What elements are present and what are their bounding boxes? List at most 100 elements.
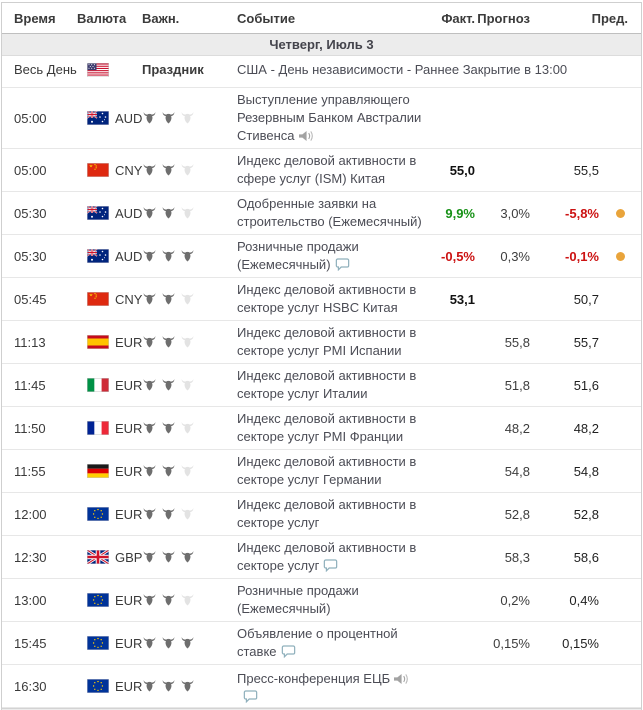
country-flag-icon [87,249,109,263]
bull-importance-icon [162,379,175,391]
country-flag-icon [87,163,109,177]
event-row[interactable]: 13:00 EUR Розничные продажи (Ежемесячный… [2,579,641,622]
event-title[interactable]: Индекс деловой активности в секторе услу… [237,411,417,444]
country-flag-icon [87,679,109,693]
event-row[interactable]: 05:00 CNY Индекс деловой активности в сф… [2,149,641,192]
event-title[interactable]: Индекс деловой активности в секторе услу… [237,325,417,358]
bull-importance-icon [143,250,156,262]
event-row[interactable]: Весь День Праздник США - День независимо… [2,56,641,88]
speech-speaker-icon [394,673,408,684]
event-time: 11:55 [14,463,46,479]
event-row[interactable]: 11:13 EUR Индекс деловой активности в се… [2,321,641,364]
event-row[interactable]: 05:30 AUD Розничные продажи (Ежемесячный… [2,235,641,278]
previous-value: 0,15% [562,635,599,651]
comment-bubble-icon[interactable] [243,689,258,703]
importance-cell [142,464,230,478]
event-time: 12:30 [14,549,47,565]
event-title[interactable]: Объявление о процентной ставке [237,626,398,659]
event-title[interactable]: Розничные продажи (Ежемесячный) [237,239,359,272]
currency-cell: GBP [77,550,142,565]
importance-cell [142,249,230,263]
event-row[interactable]: 05:30 AUD Одобренные заявки на строитель… [2,192,641,235]
country-flag-icon [87,550,109,564]
bull-importance-icon [181,336,194,348]
event-row[interactable]: 05:45 CNY Индекс деловой активности в се… [2,278,641,321]
bull-importance-icon [181,637,194,649]
header-forecast: Прогноз [477,10,530,26]
actual-value: 9,9% [445,205,475,221]
previous-value: 48,2 [573,420,599,436]
event-title[interactable]: Пресс-конференция ЕЦБ [230,670,430,703]
country-flag-icon [87,206,109,220]
currency-code: EUR [115,377,143,393]
event-row[interactable]: 12:00 EUR Индекс деловой активности в се… [2,493,641,536]
currency-cell: EUR [77,464,142,479]
event-row[interactable]: 16:30 EUR Пресс-конференция ЕЦБ [2,665,641,708]
event-row[interactable]: 11:50 EUR Индекс деловой активности в се… [2,407,641,450]
bull-importance-icon [181,594,194,606]
currency-cell: EUR [77,378,142,393]
currency-cell: EUR [77,507,142,522]
bull-importance-icon [143,293,156,305]
event-title[interactable]: Выступление управляющего Резервным Банко… [237,92,422,143]
comment-bubble-icon[interactable] [323,559,338,572]
previous-value: 58,6 [573,549,599,565]
event-title[interactable]: Индекс деловой активности в секторе услу… [237,454,417,487]
comment-bubble-icon[interactable] [335,258,350,271]
alert-dot [615,208,625,218]
event-time: 05:30 [14,205,47,221]
bull-importance-icon [143,594,156,606]
bull-importance-icon [162,164,175,176]
event-time: 11:45 [14,377,46,393]
country-flag-icon [87,111,109,125]
country-flag-icon [87,507,109,521]
event-title[interactable]: США - День независимости - Раннее Закрыт… [237,61,568,77]
event-rows-container: Весь День Праздник США - День независимо… [2,56,641,708]
currency-cell: EUR [77,679,142,694]
event-title[interactable]: Одобренные заявки на строительство (Ежем… [237,196,422,229]
header-previous: Пред. [591,10,628,26]
currency-code: EUR [115,506,143,522]
bull-importance-icon [143,112,156,124]
event-row[interactable]: 05:00 AUD Выступление управляющего Резер… [2,88,641,149]
previous-value: -0,1% [565,248,599,264]
event-time: 11:50 [14,420,46,436]
event-row[interactable]: 11:45 EUR Индекс деловой активности в се… [2,364,641,407]
speech-speaker-icon [298,130,313,142]
event-time: 05:30 [14,248,47,264]
country-flag-icon [87,464,109,478]
currency-cell: EUR [77,421,142,436]
bull-importance-icon [162,594,175,606]
importance-cell [142,111,230,125]
header-time: Время [14,10,56,26]
importance-cell [142,163,230,177]
bull-importance-icon [181,164,194,176]
currency-code: CNY [115,162,143,178]
forecast-value: 52,8 [504,506,530,522]
event-title[interactable]: Индекс деловой активности в секторе услу… [237,282,417,315]
alert-dot-cell [599,251,641,261]
event-title[interactable]: Розничные продажи (Ежемесячный) [237,583,359,616]
bull-importance-icon [181,207,194,219]
bull-importance-icon [162,637,175,649]
bull-importance-icon [181,551,194,563]
event-row[interactable]: 15:45 EUR Объявление о процентной ставке… [2,622,641,665]
event-title[interactable]: Индекс деловой активности в секторе услу… [237,368,417,401]
event-title[interactable]: Индекс деловой активности в сфере услуг … [237,153,417,186]
importance-cell [142,679,230,693]
importance-cell [142,636,230,650]
comment-bubble-icon[interactable] [281,645,296,658]
event-title[interactable]: Индекс деловой активности в секторе услу… [237,497,417,530]
bull-importance-icon [181,112,194,124]
event-title[interactable]: Индекс деловой активности в секторе услу… [237,540,417,573]
bull-importance-icon [162,551,175,563]
next-section-strip [1,708,642,710]
date-header: Четверг, Июль 3 [2,34,641,56]
event-row[interactable]: 11:55 EUR Индекс деловой активности в се… [2,450,641,493]
forecast-value: 58,3 [504,549,530,565]
actual-value: 53,1 [449,291,475,307]
bull-importance-icon [143,336,156,348]
bull-importance-icon [162,336,175,348]
event-row[interactable]: 12:30 GBP Индекс деловой активности в се… [2,536,641,579]
event-time: Весь День [14,62,77,78]
